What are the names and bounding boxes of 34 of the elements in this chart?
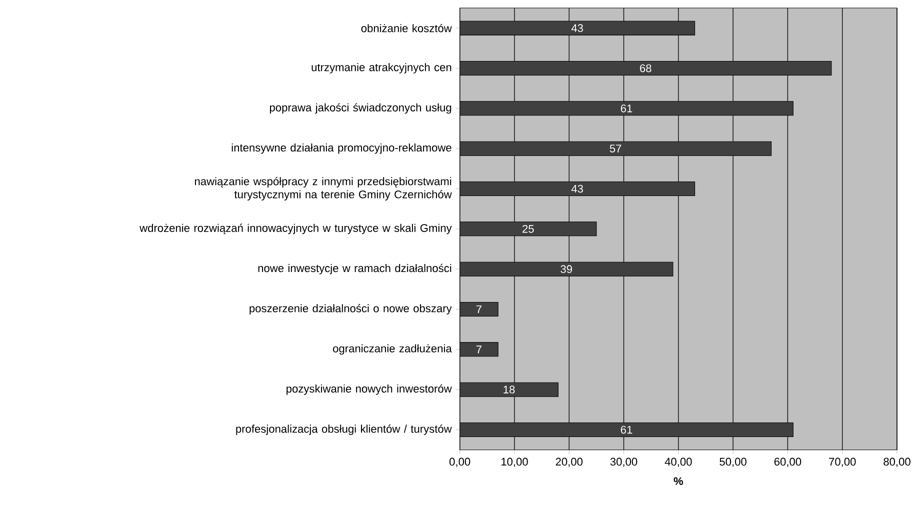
y-tick-label: obniżanie kosztów [361, 24, 452, 32]
x-tick-label: 80,00 [884, 458, 910, 468]
data-label: 61 [620, 104, 632, 112]
x-tick-label: 10,00 [501, 458, 528, 468]
y-tick-label: wdrożenie rozwiązań innowacyjnych w turystyce w skali Gminy [140, 224, 452, 234]
data-label: 39 [560, 265, 572, 274]
data-label: 7 [476, 346, 482, 354]
data-label: 68 [640, 64, 652, 72]
x-tick-label: 70,00 [829, 458, 856, 468]
y-tick-label: profesjonalizacja obsługi klientów / turystów [236, 424, 452, 436]
data-label: 61 [620, 426, 632, 434]
y-tick-label: nowe inwestycje w ramach działalności [258, 264, 452, 274]
y-tick-label: utrzymanie atrakcyjnych cen [312, 63, 452, 74]
y-tick-label: poprawa jakości świadczonych usług [270, 103, 452, 114]
data-label: 43 [571, 184, 583, 193]
data-label: 18 [504, 386, 515, 394]
data-label: 57 [610, 144, 622, 153]
x-tick-label: 60,00 [774, 458, 802, 468]
y-tick-label: poszerzenie działalności o nowe obszary [250, 304, 452, 315]
bar [460, 342, 498, 357]
x-tick-label: 30,00 [610, 458, 638, 468]
y-tick-label: nawiązanie współpracy z innymi przedsiębiorstwami turystycznymi na terenie Gminy Czernichów [194, 177, 452, 201]
x-axis-title: % [674, 477, 684, 486]
y-tick-label: ograniczanie zadłużenia [333, 344, 452, 355]
x-tick-label: 0,00 [450, 458, 470, 468]
bar [460, 302, 498, 317]
y-tick-label: pozyskiwanie nowych inwestorów [286, 384, 452, 395]
data-label: 43 [571, 24, 583, 32]
x-tick-label: 40,00 [664, 458, 692, 468]
x-tick-label: 50,00 [720, 458, 746, 468]
data-label: 25 [522, 225, 534, 233]
x-tick-label: 20,00 [556, 458, 583, 468]
y-tick-label: intensywne działania promocyjno-reklamowe [232, 144, 452, 154]
data-label: 7 [476, 306, 482, 314]
